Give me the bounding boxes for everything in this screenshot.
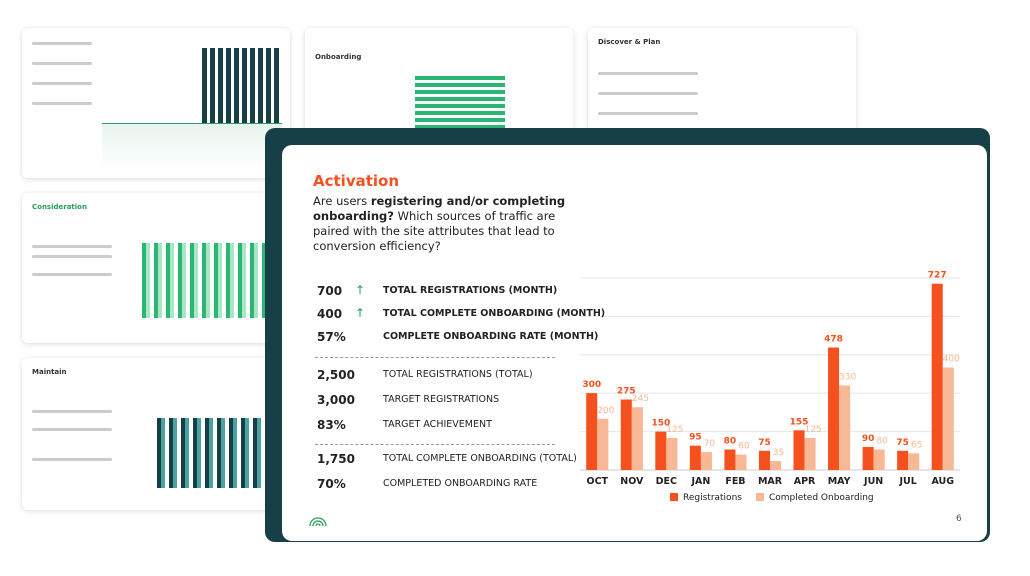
legend-swatch [670,493,678,501]
value-label: 95 [689,433,702,443]
bar [793,430,805,470]
value-label: 300 [582,380,601,390]
bar [597,418,609,470]
bar [942,367,954,470]
metric-value: 3,000 [317,393,355,407]
value-label: 245 [632,394,649,404]
metric-label: TOTAL COMPLETE ONBOARDING (TOTAL) [383,453,577,464]
bar [666,437,678,470]
thumbnail [22,28,290,178]
bar [828,347,840,470]
bar [931,283,943,470]
metric-value: 400 [317,307,343,321]
up-arrow: ↑ [355,306,366,320]
chart: OCT300200NOV275245DEC150125JAN9570FEB806… [580,271,960,503]
logo [309,517,327,527]
bar [758,450,770,470]
value-label: 155 [790,417,809,427]
x-tick-label: MAY [828,476,851,487]
bar [862,446,874,470]
value-label: 70 [704,439,716,449]
x-tick-label: MAR [758,476,783,487]
value-label: 727 [928,271,947,281]
x-tick-label: OCT [587,476,609,487]
x-tick-label: JAN [690,476,710,487]
bar [586,393,598,470]
thumbnail: Consideration [22,193,290,343]
q-bold: registering and/or completing onboarding… [313,194,566,223]
thumbnail: Maintain [22,358,290,510]
legend-swatch [755,493,764,501]
value-label: 125 [804,425,821,435]
metric-label: COMPLETED ONBOARDING RATE [383,478,538,489]
metric-label: TARGET ACHIEVEMENT [383,419,492,430]
slide: Activation Are users registering and/or … [282,145,987,541]
x-tick-label: NOV [620,476,644,487]
x-tick-label: JUN [863,476,883,487]
x-tick-label: FEB [725,476,745,487]
question: Are users registering and/or completing … [313,194,573,254]
value-label: 200 [597,406,614,416]
value-label: 75 [758,438,771,448]
q-text: Are users [313,194,371,208]
metric-label: TOTAL REGISTRATIONS (TOTAL) [383,369,533,380]
value-label: 478 [824,335,843,345]
value-label: 65 [911,440,922,450]
bar [655,431,667,470]
value-label: 80 [876,437,888,447]
x-tick-label: APR [794,476,816,487]
thumb-title: Onboarding [315,53,362,61]
metric-value: 2,500 [317,368,355,382]
value-label: 150 [651,419,670,429]
value-label: 400 [943,355,960,365]
metric-value: 700 [317,284,343,298]
bar [897,450,909,470]
value-label: 330 [839,372,856,382]
thumb-title: Maintain [32,368,67,376]
separator [315,444,555,445]
value-label: 275 [617,387,636,397]
metric-value: 57% [317,330,346,344]
value-label: 75 [896,438,909,448]
metric-label: TOTAL COMPLETE ONBOARDING (MONTH) [383,308,606,319]
bar [804,437,816,470]
up-arrow: ↑ [355,283,366,297]
bar [839,385,851,470]
bar [770,461,782,470]
x-tick-label: AUG [931,476,954,487]
bar [689,445,701,470]
bar [631,407,643,470]
bar [908,453,920,470]
value-label: 90 [862,434,875,444]
x-tick-label: DEC [656,476,677,487]
metric-label: TARGET REGISTRATIONS [383,394,500,405]
q-text: Which sources of traffic are paired with… [313,209,556,253]
value-label: 80 [724,437,737,447]
bar [735,454,747,470]
metric-value: 83% [317,418,346,432]
thumbnail: Discover & Plan [588,28,856,138]
legend-label: Completed Onboarding [769,493,874,503]
thumb-title: Consideration [32,203,87,211]
slide-title: Activation [313,172,400,190]
metric-label: TOTAL REGISTRATIONS (MONTH) [383,285,558,296]
legend-label: Registrations [683,493,742,503]
thumbnail: Onboarding [305,28,573,138]
bar [724,449,736,470]
separator [315,357,555,358]
value-label: 60 [738,442,750,452]
metric-value: 1,750 [317,452,355,466]
bar [873,449,885,470]
page-number: 6 [956,514,962,524]
bar [700,452,712,470]
value-label: 125 [666,425,683,435]
x-tick-label: JUL [899,476,917,487]
bar [620,399,632,470]
value-label: 35 [773,448,784,458]
metric-value: 70% [317,477,346,491]
metric-label: COMPLETE ONBOARDING RATE (MONTH) [383,331,599,342]
thumb-title: Discover & Plan [598,38,661,46]
